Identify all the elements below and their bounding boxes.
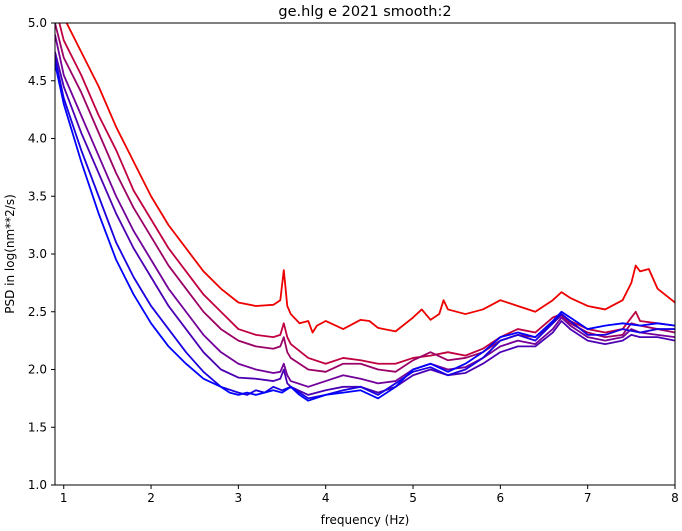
y-axis-label: PSD in log(nm**2/s) <box>3 194 17 314</box>
x-tick-label: 7 <box>584 491 592 505</box>
y-tick-label: 4.5 <box>28 74 47 88</box>
y-tick-label: 1.5 <box>28 420 47 434</box>
x-axis-label: frequency (Hz) <box>321 513 410 527</box>
x-tick-label: 6 <box>497 491 505 505</box>
x-tick-label: 8 <box>671 491 679 505</box>
chart-title: ge.hlg e 2021 smooth:2 <box>278 4 451 20</box>
y-tick-label: 3.5 <box>28 189 47 203</box>
series-line-4 <box>55 34 675 388</box>
x-axis: 1 2 3 4 5 6 7 8 <box>60 485 679 505</box>
x-tick-label: 4 <box>322 491 330 505</box>
y-tick-label: 3.0 <box>28 247 47 261</box>
y-tick-label: 4.0 <box>28 132 47 146</box>
y-tick-label: 2.5 <box>28 305 47 319</box>
x-tick-label: 2 <box>147 491 155 505</box>
series-group <box>55 23 675 402</box>
series-line-1 <box>65 23 675 334</box>
x-tick-label: 3 <box>235 491 243 505</box>
series-line-5 <box>55 51 675 396</box>
series-line-3 <box>55 23 675 373</box>
x-tick-label: 5 <box>409 491 417 505</box>
y-axis: 1.0 1.5 2.0 2.5 3.0 3.5 4.0 4.5 5.0 <box>28 16 55 492</box>
series-line-2 <box>58 23 675 365</box>
x-tick-label: 1 <box>60 491 68 505</box>
y-tick-label: 2.0 <box>28 363 47 377</box>
series-line-7 <box>55 63 675 402</box>
y-tick-label: 1.0 <box>28 478 47 492</box>
y-tick-label: 5.0 <box>28 16 47 30</box>
series-line-6 <box>55 57 675 400</box>
